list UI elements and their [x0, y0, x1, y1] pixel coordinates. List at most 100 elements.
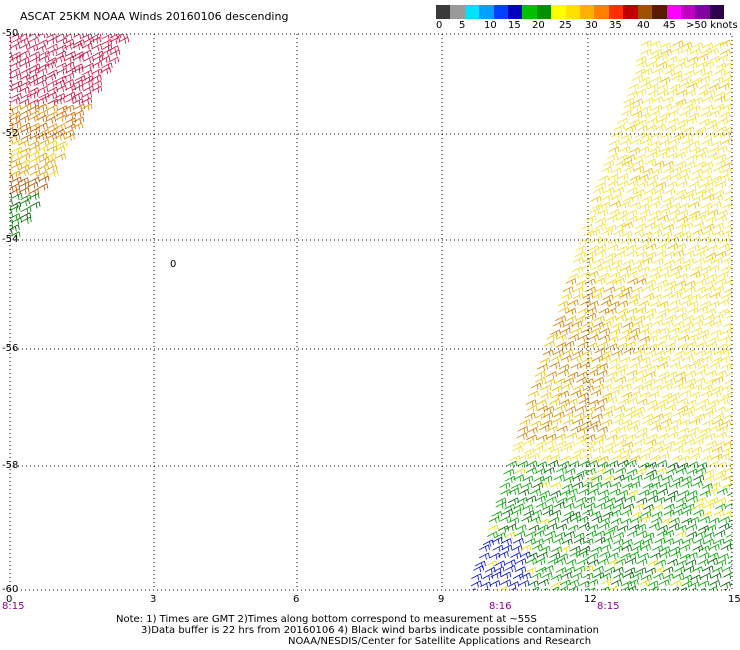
wind-barb	[729, 204, 732, 207]
wind-barb	[703, 502, 715, 510]
wind-barb	[602, 294, 614, 302]
legend-swatch	[680, 5, 696, 19]
wind-barb	[585, 215, 597, 223]
wind-barb	[45, 73, 57, 81]
wind-barb	[550, 481, 562, 489]
wind-barb	[655, 181, 667, 189]
wind-barb	[10, 133, 21, 141]
wind-barb	[10, 101, 11, 106]
wind-barb	[659, 207, 671, 215]
wind-barb	[551, 546, 563, 554]
wind-barb	[680, 47, 692, 55]
wind-barb	[707, 460, 719, 469]
wind-barb	[598, 307, 610, 315]
wind-barb	[713, 103, 725, 111]
wind-barb	[632, 159, 644, 167]
wind-barb	[647, 89, 659, 98]
wind-barb	[729, 88, 732, 91]
wind-barb	[640, 48, 652, 56]
wind-barb	[707, 152, 719, 160]
wind-barb	[688, 361, 700, 369]
wind-barb	[569, 453, 581, 461]
wind-barb	[656, 459, 668, 467]
wind-barb	[679, 553, 691, 561]
wind-barb	[734, 344, 740, 351]
wind-barb	[63, 79, 75, 87]
wind-barb	[46, 145, 58, 153]
legend-swatch	[436, 5, 451, 19]
wind-barb	[28, 110, 40, 118]
wind-barb	[573, 537, 585, 545]
wind-barb	[508, 497, 519, 505]
wind-barb	[10, 85, 22, 93]
wind-barb	[684, 378, 696, 386]
wind-barb	[718, 174, 729, 182]
wind-barb	[736, 498, 740, 505]
wind-barb	[612, 229, 624, 237]
wind-barb	[637, 174, 649, 182]
wind-barb	[572, 257, 584, 265]
wind-barb	[691, 131, 703, 139]
wind-barb	[660, 48, 672, 56]
wind-barb	[539, 545, 551, 553]
wind-barb	[729, 429, 732, 432]
wind-barb	[638, 266, 650, 274]
wind-barb	[526, 557, 537, 565]
wind-barb	[632, 229, 644, 237]
wind-barb	[617, 300, 629, 308]
wind-barb	[725, 156, 732, 160]
wind-barb	[528, 453, 540, 461]
wind-barb	[608, 146, 620, 154]
wind-barb	[607, 153, 618, 161]
wind-barb	[627, 334, 639, 342]
wind-barb	[36, 103, 48, 111]
wind-barb	[613, 124, 625, 132]
wind-barb	[708, 543, 720, 551]
wind-barb	[613, 412, 625, 420]
wind-barb	[720, 363, 732, 371]
legend-label: 30	[585, 20, 598, 31]
wind-barb	[513, 474, 525, 482]
wind-barb	[10, 63, 11, 68]
wind-barb	[705, 308, 716, 316]
wind-barb	[36, 114, 48, 122]
wind-barb	[55, 123, 66, 131]
wind-barb	[705, 216, 717, 224]
wind-barb	[537, 363, 548, 371]
wind-barb	[731, 269, 732, 271]
wind-barb	[590, 420, 601, 428]
wind-barb	[621, 159, 633, 167]
wind-barb	[563, 510, 575, 518]
wind-barb	[647, 495, 659, 503]
wind-barb	[715, 432, 727, 440]
wind-barb	[630, 138, 642, 146]
wind-barb	[635, 375, 647, 383]
wind-barb	[583, 230, 595, 238]
wind-barb	[687, 307, 699, 315]
wind-barb	[719, 355, 731, 363]
wind-barb	[29, 122, 41, 130]
wind-barb	[651, 104, 663, 112]
wind-barb	[691, 42, 703, 50]
wind-barb	[679, 167, 691, 175]
wind-barb	[561, 538, 573, 546]
wind-barb	[629, 293, 641, 301]
wind-barb	[546, 425, 558, 433]
wind-barb	[657, 433, 669, 441]
wind-barb	[682, 193, 694, 201]
wind-barb	[673, 410, 684, 418]
wind-barb	[620, 544, 632, 552]
wind-barb	[703, 532, 715, 540]
wind-barb	[602, 447, 614, 455]
legend-label: 0	[436, 20, 443, 31]
wind-barb	[719, 49, 731, 57]
wind-barb	[577, 392, 589, 400]
wind-barb	[730, 323, 732, 326]
wind-barb	[580, 299, 591, 308]
wind-barb	[655, 559, 667, 567]
wind-barb	[35, 79, 47, 87]
wind-barb	[567, 299, 579, 307]
wind-barb	[612, 573, 624, 581]
wind-barb	[530, 572, 542, 580]
wind-barb	[516, 432, 528, 440]
